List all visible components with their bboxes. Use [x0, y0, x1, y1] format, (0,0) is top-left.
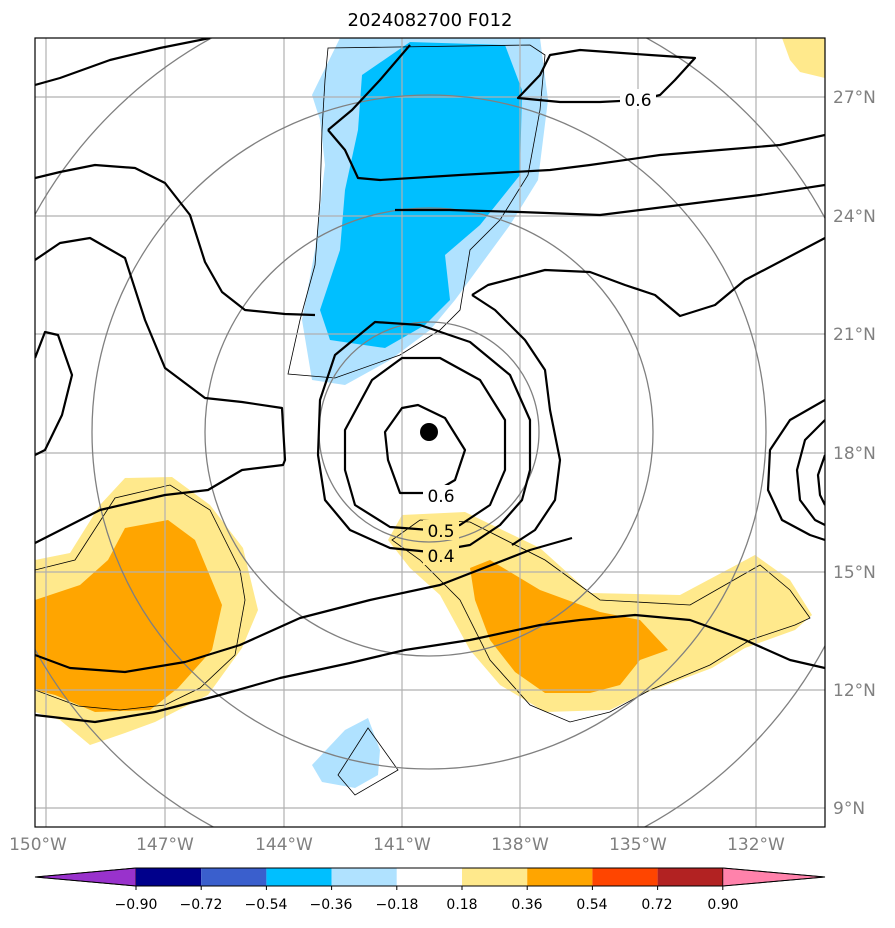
contour-west-closed: [35, 330, 74, 456]
contour-label-bg-04: [423, 545, 459, 565]
contour-northwest-arc: [327, 44, 411, 131]
contour-mid-band: [35, 236, 287, 544]
colorbar-segment: [136, 868, 202, 886]
thin-outline-west: [35, 484, 246, 711]
colorbar-tick-label: 0.54: [576, 897, 607, 913]
contour-label-bg-ne: [620, 89, 656, 109]
latitude-axis-labels: 27°N 24°N 21°N 18°N 15°N 12°N 9°N: [833, 88, 876, 819]
lon-label-141w: 141°W: [373, 835, 431, 855]
colorbar-extend-low: [34, 867, 137, 887]
northeast-corner-yellow-region: [782, 38, 825, 78]
colorbar-segment: [657, 868, 723, 886]
range-ring-2: [204, 207, 654, 657]
colorbar-segment: [331, 868, 397, 886]
contour-inner-06: [383, 403, 467, 495]
colorbar-segment: [396, 868, 462, 886]
lat-label-21n: 21°N: [833, 325, 876, 345]
lon-label-144w: 144°W: [255, 835, 313, 855]
colorbar-segment: [527, 868, 593, 886]
lat-label-9n: 9°N: [833, 799, 865, 819]
contour-label-04: 0.4: [427, 547, 454, 567]
lat-label-18n: 18°N: [833, 444, 876, 464]
contour-east-closed-2: [795, 419, 825, 526]
contour-south-band: [35, 613, 825, 724]
contour-mid-diagonal: [395, 183, 825, 217]
contour-east-closed-1: [766, 399, 825, 542]
colorbar-tick-label: −0.36: [310, 897, 353, 913]
colorbar-tick-label: −0.72: [180, 897, 223, 913]
lat-label-12n: 12°N: [833, 681, 876, 701]
colorbar-segment: [462, 868, 528, 886]
storm-center-marker: [420, 423, 438, 441]
colorbar: −0.90 −0.72 −0.54 −0.36 −0.18 0.18 0.36 …: [34, 867, 826, 913]
north-blue-region: [320, 42, 522, 348]
colorbar-extend-high: [722, 867, 826, 887]
contour-label-inner: 0.6: [427, 487, 454, 507]
figure-title: 2024082700 F012: [348, 10, 513, 31]
contour-north-arc: [35, 38, 211, 87]
colorbar-segment: [592, 868, 658, 886]
contour-labels: 0.6 0.6 0.5 0.4: [423, 89, 656, 567]
colorbar-tick-label: 0.18: [446, 897, 477, 913]
colorbar-tick-label: 0.72: [641, 897, 672, 913]
colorbar-tick-label: 0.36: [511, 897, 542, 913]
contour-04-ring: [316, 320, 532, 554]
contour-05-ring: [343, 356, 507, 532]
contour-southwest-band: [35, 536, 573, 674]
contour-north-diagonal: [327, 129, 825, 182]
lon-label-132w: 132°W: [727, 835, 785, 855]
contour-upper-band: [35, 163, 316, 317]
thin-outline-south: [337, 727, 399, 796]
colorbar-tick-label: −0.54: [245, 897, 288, 913]
colorbar-segment: [266, 868, 332, 886]
longitude-axis-labels: 150°W 147°W 144°W 141°W 138°W 135°W 132°…: [9, 835, 785, 855]
contour-east-closed-3: [816, 454, 825, 506]
lat-label-24n: 24°N: [833, 207, 876, 227]
contour-label-05: 0.5: [427, 522, 454, 542]
colorbar-ticks: −0.90 −0.72 −0.54 −0.36 −0.18 0.18 0.36 …: [115, 897, 739, 913]
map-frame: [34, 37, 826, 828]
range-rings: [35, 38, 825, 827]
colorbar-tick-label: −0.18: [376, 897, 419, 913]
lon-label-135w: 135°W: [609, 835, 667, 855]
contour-label-bg-05: [423, 520, 459, 540]
lat-label-15n: 15°N: [833, 563, 876, 583]
colorbar-tick-label: 0.90: [707, 897, 738, 913]
thin-outline-east: [391, 519, 811, 723]
south-light-blue-region: [312, 718, 380, 788]
contour-outer-ring: [471, 237, 825, 318]
colorbar-segments: [34, 867, 826, 890]
contour-east-band: [471, 294, 562, 546]
lat-label-27n: 27°N: [833, 88, 876, 108]
colorbar-segment: [201, 868, 267, 886]
contour-label-bg-inner: [423, 485, 459, 505]
bold-contours: [35, 38, 825, 724]
contour-northeast-06: [516, 48, 697, 104]
range-ring-3: [91, 94, 767, 770]
lon-label-150w: 150°W: [9, 835, 67, 855]
lon-label-147w: 147°W: [136, 835, 194, 855]
contour-label-northeast: 0.6: [624, 91, 651, 111]
lon-label-138w: 138°W: [491, 835, 549, 855]
colorbar-tick-label: −0.90: [115, 897, 158, 913]
